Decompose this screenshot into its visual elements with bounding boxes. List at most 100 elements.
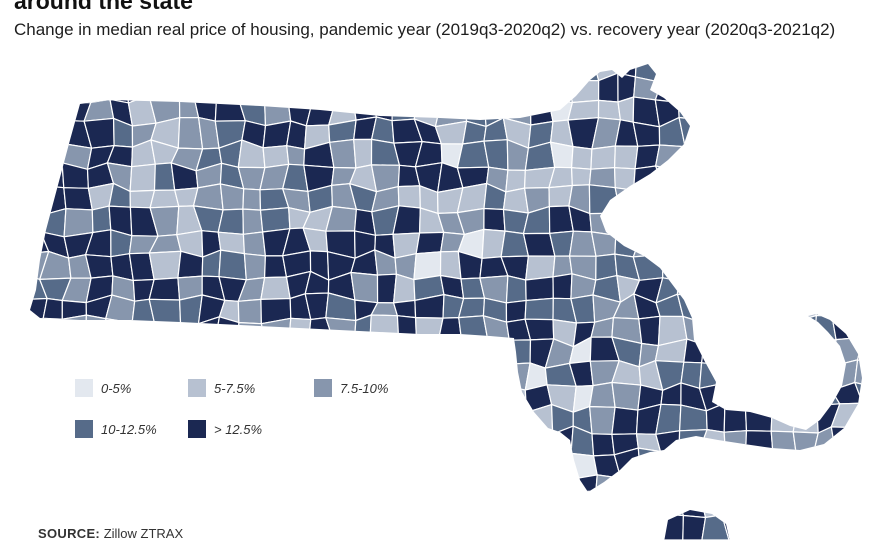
town-tile <box>83 98 115 122</box>
town-tile <box>792 404 819 434</box>
town-tile <box>722 229 754 254</box>
town-tile <box>522 512 549 541</box>
town-tile <box>721 96 754 122</box>
town-tile <box>654 144 686 172</box>
town-tile <box>39 207 67 238</box>
town-tile <box>545 517 574 541</box>
legend-label-10-12-5: 10-12.5% <box>101 421 157 437</box>
town-tile <box>747 342 773 365</box>
town-tile <box>746 473 767 495</box>
town-tile <box>770 321 796 346</box>
town-tile <box>632 121 661 147</box>
town-tile <box>809 64 841 83</box>
town-tile <box>109 491 130 519</box>
town-tile <box>657 209 683 235</box>
town-tile <box>810 470 840 501</box>
town-tile <box>30 75 45 105</box>
town-tile <box>698 72 724 106</box>
town-tile <box>570 145 593 170</box>
town-tile <box>282 76 313 105</box>
town-tile <box>768 361 792 391</box>
town-tile <box>241 448 268 476</box>
town-tile <box>63 187 94 211</box>
town-tile <box>810 120 838 145</box>
town-tile <box>809 250 836 281</box>
town-tile <box>677 254 707 282</box>
town-tile <box>765 64 796 83</box>
town-tile <box>195 516 225 541</box>
town-tile <box>413 451 438 474</box>
town-tile <box>632 165 665 191</box>
town-tile <box>743 186 776 213</box>
town-tile <box>480 384 506 410</box>
town-tile <box>744 517 776 541</box>
town-tile <box>437 338 463 368</box>
town-tile <box>566 64 600 82</box>
town-tile <box>306 490 335 517</box>
town-tile <box>197 498 222 524</box>
town-tile <box>223 64 247 81</box>
town-tile <box>787 513 819 541</box>
town-tile <box>876 185 880 209</box>
town-tile <box>703 297 731 324</box>
town-tile <box>503 407 528 428</box>
source-note: SOURCE: Zillow ZTRAX <box>38 526 183 541</box>
town-tile <box>348 342 377 363</box>
town-tile <box>595 474 622 498</box>
town-tile <box>677 186 708 216</box>
town-tile <box>353 314 372 346</box>
town-tile <box>215 78 247 100</box>
town-tile <box>128 449 157 474</box>
town-tile <box>460 338 490 365</box>
town-tile <box>831 139 862 168</box>
town-tile <box>434 359 466 391</box>
town-tile <box>617 64 638 78</box>
town-tile <box>503 384 528 414</box>
town-tile <box>701 231 725 256</box>
town-tile <box>178 323 201 347</box>
town-tile <box>104 317 134 344</box>
town-tile <box>524 75 549 104</box>
town-tile <box>30 102 44 127</box>
town-tile <box>792 64 818 83</box>
town-tile <box>129 163 156 193</box>
town-tile <box>480 426 511 457</box>
town-tile <box>30 211 48 238</box>
town-tile <box>505 275 527 304</box>
town-tile <box>461 64 490 82</box>
town-tile <box>876 74 880 101</box>
town-tile <box>237 298 263 325</box>
town-tile <box>640 205 665 238</box>
town-tile <box>65 491 86 522</box>
town-tile <box>853 514 862 541</box>
town-tile <box>547 64 571 84</box>
town-tile <box>128 470 156 496</box>
town-tile <box>727 142 749 170</box>
town-tile <box>30 336 43 366</box>
town-tile <box>38 359 63 393</box>
town-tile <box>723 249 754 276</box>
legend-swatch-0-5 <box>75 379 93 397</box>
town-tile <box>30 381 50 414</box>
town-tile <box>721 64 750 82</box>
town-tile <box>744 360 771 392</box>
town-tile <box>657 228 682 258</box>
town-tile <box>151 64 182 78</box>
town-tile <box>683 338 705 364</box>
town-tile <box>831 301 862 322</box>
town-tile <box>744 448 774 477</box>
town-tile <box>876 475 880 498</box>
town-tile <box>40 141 66 168</box>
town-tile <box>808 496 839 521</box>
town-tile <box>41 119 66 145</box>
town-tile <box>30 431 46 458</box>
town-tile <box>787 472 820 501</box>
town-tile <box>236 338 270 368</box>
town-tile <box>727 296 754 319</box>
town-tile <box>612 517 644 541</box>
town-tile <box>457 516 485 541</box>
town-tile <box>792 272 815 303</box>
town-tile <box>810 139 838 171</box>
town-tile <box>462 430 487 454</box>
town-tile <box>660 64 688 84</box>
